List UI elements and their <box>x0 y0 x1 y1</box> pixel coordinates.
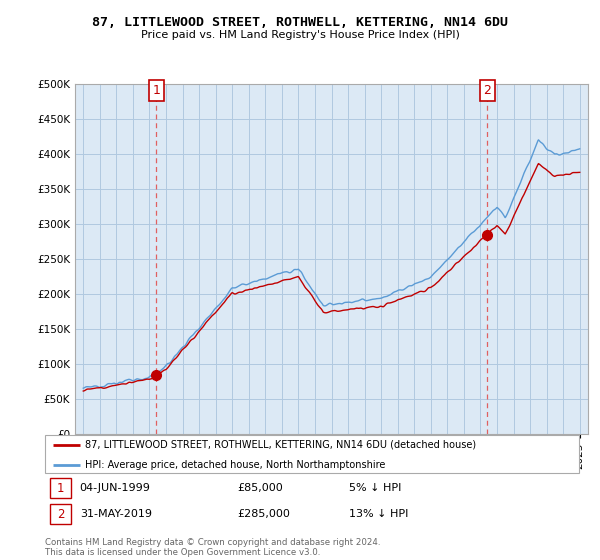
Text: 2: 2 <box>483 84 491 97</box>
Text: 5% ↓ HPI: 5% ↓ HPI <box>349 483 402 493</box>
Text: 04-JUN-1999: 04-JUN-1999 <box>80 483 151 493</box>
Text: 31-MAY-2019: 31-MAY-2019 <box>80 509 152 519</box>
Text: 1: 1 <box>152 84 160 97</box>
Text: Price paid vs. HM Land Registry's House Price Index (HPI): Price paid vs. HM Land Registry's House … <box>140 30 460 40</box>
Text: £85,000: £85,000 <box>237 483 283 493</box>
Text: 1: 1 <box>57 482 64 494</box>
Text: Contains HM Land Registry data © Crown copyright and database right 2024.
This d: Contains HM Land Registry data © Crown c… <box>45 538 380 557</box>
FancyBboxPatch shape <box>50 504 71 524</box>
Text: 13% ↓ HPI: 13% ↓ HPI <box>349 509 409 519</box>
Text: 87, LITTLEWOOD STREET, ROTHWELL, KETTERING, NN14 6DU (detached house): 87, LITTLEWOOD STREET, ROTHWELL, KETTERI… <box>85 440 476 450</box>
FancyBboxPatch shape <box>50 478 71 498</box>
Text: 2: 2 <box>57 508 64 521</box>
Text: £285,000: £285,000 <box>237 509 290 519</box>
Text: HPI: Average price, detached house, North Northamptonshire: HPI: Average price, detached house, Nort… <box>85 460 385 470</box>
Text: 87, LITTLEWOOD STREET, ROTHWELL, KETTERING, NN14 6DU: 87, LITTLEWOOD STREET, ROTHWELL, KETTERI… <box>92 16 508 29</box>
FancyBboxPatch shape <box>45 435 579 473</box>
